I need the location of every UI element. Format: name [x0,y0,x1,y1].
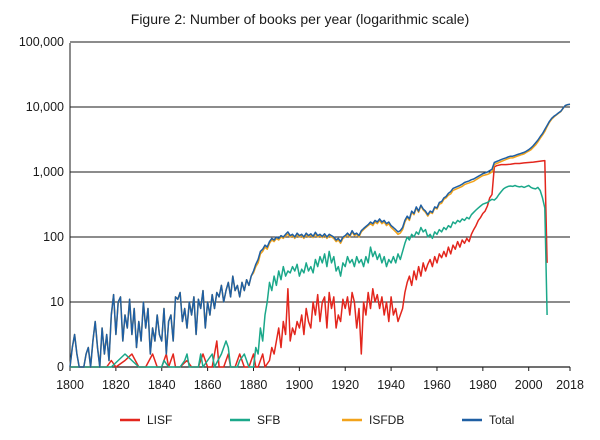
x-tick-label: 1920 [331,378,359,392]
x-tick-label: 1880 [240,378,268,392]
x-tick-label: 2018 [556,378,584,392]
x-tick-label: 1980 [469,378,497,392]
x-tick-label: 2000 [515,378,543,392]
y-tick-label: 0 [57,360,64,374]
legend-item-sfb: SFB [230,413,280,427]
y-tick-label: 100 [43,230,64,244]
series-lines [69,103,571,368]
y-tick-label: 1,000 [33,165,64,179]
series-line-lisf [70,159,548,368]
x-tick-label: 1960 [423,378,451,392]
x-tick-label: 1840 [148,378,176,392]
series-line-sfb [70,184,548,368]
chart-title: Figure 2: Number of books per year (loga… [131,11,469,27]
legend-item-lisf: LISF [120,413,172,427]
legend-label: LISF [147,413,172,427]
x-tick-label: 1940 [377,378,405,392]
series-line-total [69,103,571,368]
y-tick-label: 10 [50,295,64,309]
legend-item-total: Total [462,413,514,427]
legend: LISF SFB ISFDB Total [120,413,514,427]
x-tick-label: 1800 [56,378,84,392]
grid [70,41,570,303]
x-tick-label: 1860 [194,378,222,392]
legend-label: Total [489,413,514,427]
legend-item-isfdb: ISFDB [342,413,404,427]
legend-label: SFB [257,413,280,427]
legend-label: ISFDB [369,413,404,427]
y-tick-label: 100,000 [19,35,64,49]
x-tick-label: 1820 [102,378,130,392]
y-tick-label: 10,000 [26,100,64,114]
x-tick-label: 1900 [285,378,313,392]
